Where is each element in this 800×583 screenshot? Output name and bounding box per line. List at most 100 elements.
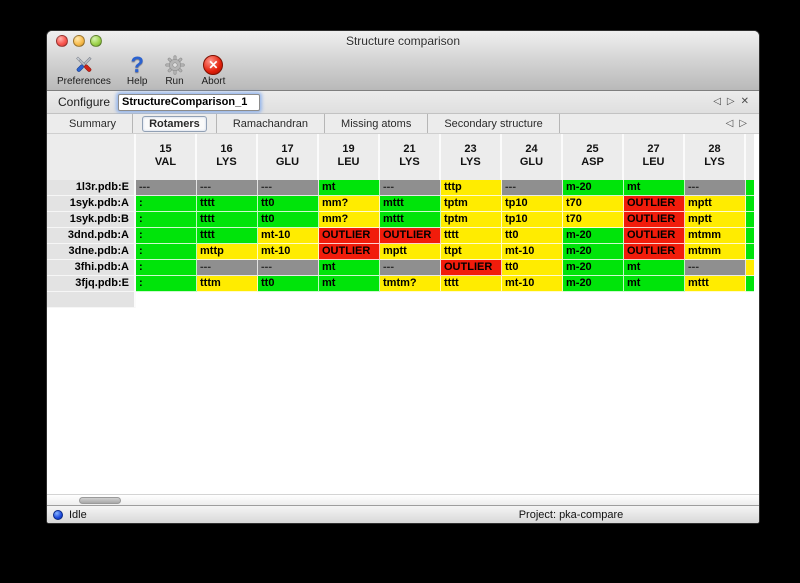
rotamer-cell[interactable]: tptm: [441, 196, 502, 212]
rotamer-cell[interactable]: m-20: [563, 260, 624, 276]
next-config-icon[interactable]: ▷: [726, 96, 735, 107]
row-label[interactable]: 3dnd.pdb:A: [47, 228, 136, 244]
horizontal-scrollbar[interactable]: [47, 494, 759, 505]
column-header[interactable]: 28 LYS: [685, 134, 746, 180]
close-window-button[interactable]: [56, 35, 68, 47]
tab-rotamers[interactable]: Rotamers: [133, 114, 217, 133]
title-bar[interactable]: Structure comparison: [47, 31, 759, 51]
rotamer-cell[interactable]: m-20: [563, 180, 624, 196]
column-header[interactable]: 27 LEU: [624, 134, 685, 180]
rotamer-cell[interactable]: OUTLIER: [624, 228, 685, 244]
rotamer-cell[interactable]: mptt: [380, 244, 441, 260]
rotamer-cell[interactable]: mt-10: [502, 276, 563, 292]
next-tab-icon[interactable]: ▷: [739, 117, 747, 129]
column-header[interactable]: 24 GLU: [502, 134, 563, 180]
rotamer-cell[interactable]: ---: [197, 260, 258, 276]
rotamer-cell[interactable]: tttt: [441, 276, 502, 292]
rotamer-cell[interactable]: tttt: [197, 196, 258, 212]
rotamer-cell[interactable]: ---: [380, 180, 441, 196]
rotamer-cell[interactable]: tt0: [502, 260, 563, 276]
rotamer-cell[interactable]: mt: [319, 276, 380, 292]
column-header[interactable]: 23 LYS: [441, 134, 502, 180]
column-header[interactable]: 25 ASP: [563, 134, 624, 180]
prev-config-icon[interactable]: ◁: [713, 96, 721, 107]
rotamer-cell[interactable]: mtmm: [685, 244, 746, 260]
rotamer-cell[interactable]: tttt: [197, 212, 258, 228]
tab-secondary-structure[interactable]: Secondary structure: [428, 114, 560, 133]
row-label[interactable]: 3fjq.pdb:E: [47, 276, 136, 292]
scrollbar-thumb[interactable]: [79, 497, 121, 504]
rotamer-cell[interactable]: OUTLIER: [380, 228, 441, 244]
rotamer-cell[interactable]: OUTLIER: [441, 260, 502, 276]
close-config-icon[interactable]: ✕: [740, 96, 749, 107]
rotamer-cell[interactable]: ---: [685, 180, 746, 196]
row-label[interactable]: 3fhi.pdb:A: [47, 260, 136, 276]
rotamer-cell[interactable]: ---: [685, 260, 746, 276]
help-button[interactable]: ? Help: [127, 53, 148, 87]
rotamer-cell[interactable]: ---: [197, 180, 258, 196]
rotamer-cell[interactable]: mptt: [685, 212, 746, 228]
rotamer-cell[interactable]: m-20: [563, 276, 624, 292]
rotamer-cell[interactable]: mtmm: [685, 228, 746, 244]
rotamer-cell[interactable]: ---: [380, 260, 441, 276]
rotamer-cell[interactable]: tttm: [197, 276, 258, 292]
rotamer-cell[interactable]: ---: [258, 260, 319, 276]
rotamer-cell[interactable]: OUTLIER: [624, 244, 685, 260]
rotamer-cell[interactable]: mt: [624, 260, 685, 276]
rotamer-cell[interactable]: :: [136, 244, 197, 260]
row-label[interactable]: 1syk.pdb:A: [47, 196, 136, 212]
rotamer-cell[interactable]: tptm: [441, 212, 502, 228]
rotamer-cell[interactable]: tt0: [258, 276, 319, 292]
rotamer-cell[interactable]: mttp: [197, 244, 258, 260]
rotamer-cell[interactable]: tp10: [502, 212, 563, 228]
rotamer-cell[interactable]: mt: [624, 180, 685, 196]
tab-summary[interactable]: Summary: [53, 114, 134, 133]
column-header[interactable]: 15 VAL: [136, 134, 197, 180]
column-header[interactable]: 16 LYS: [197, 134, 258, 180]
rotamer-cell[interactable]: tmtm?: [380, 276, 441, 292]
rotamer-cell[interactable]: OUTLIER: [319, 244, 380, 260]
prev-tab-icon[interactable]: ◁: [725, 117, 734, 129]
rotamer-cell[interactable]: mt-10: [258, 228, 319, 244]
abort-button[interactable]: ✕ Abort: [202, 53, 225, 87]
rotamer-cell[interactable]: OUTLIER: [624, 212, 685, 228]
rotamer-cell[interactable]: :: [136, 260, 197, 276]
rotamer-cell[interactable]: tt0: [258, 196, 319, 212]
row-label[interactable]: 1l3r.pdb:E: [47, 180, 136, 196]
rotamer-cell[interactable]: ---: [502, 180, 563, 196]
rotamer-cell[interactable]: mm?: [319, 212, 380, 228]
configure-name-input[interactable]: [118, 93, 261, 111]
run-button[interactable]: Run: [164, 53, 186, 87]
rotamer-cell[interactable]: :: [136, 276, 197, 292]
rotamer-cell[interactable]: mt: [319, 260, 380, 276]
preferences-button[interactable]: Preferences: [57, 53, 111, 87]
rotamer-cell[interactable]: ttpt: [441, 244, 502, 260]
rotamer-cell[interactable]: mttt: [380, 196, 441, 212]
rotamer-cell[interactable]: tt0: [258, 212, 319, 228]
rotamer-cell[interactable]: OUTLIER: [319, 228, 380, 244]
rotamer-cell[interactable]: tp10: [502, 196, 563, 212]
tab-missing-atoms[interactable]: Missing atoms: [325, 114, 429, 133]
tab-ramachandran[interactable]: Ramachandran: [217, 114, 326, 133]
zoom-window-button[interactable]: [90, 35, 102, 47]
rotamer-cell[interactable]: mttt: [685, 276, 746, 292]
rotamer-cell[interactable]: tt0: [502, 228, 563, 244]
column-header[interactable]: 19 LEU: [319, 134, 380, 180]
rotamer-cell[interactable]: ---: [136, 180, 197, 196]
rotamer-cell[interactable]: mm?: [319, 196, 380, 212]
rotamer-cell[interactable]: m-20: [563, 244, 624, 260]
rotamer-cell[interactable]: t70: [563, 196, 624, 212]
rotamer-cell[interactable]: mt-10: [502, 244, 563, 260]
rotamer-cell[interactable]: mt-10: [258, 244, 319, 260]
rotamer-cell[interactable]: :: [136, 196, 197, 212]
rotamer-cell[interactable]: mptt: [685, 196, 746, 212]
rotamer-cell[interactable]: :: [136, 228, 197, 244]
column-header[interactable]: 17 GLU: [258, 134, 319, 180]
rotamer-cell[interactable]: ---: [258, 180, 319, 196]
rotamer-cell[interactable]: tttt: [197, 228, 258, 244]
rotamer-cell[interactable]: mt: [624, 276, 685, 292]
rotamer-cell[interactable]: mttt: [380, 212, 441, 228]
rotamer-cell[interactable]: mt: [319, 180, 380, 196]
column-header[interactable]: 21 LYS: [380, 134, 441, 180]
rotamer-cell[interactable]: t70: [563, 212, 624, 228]
